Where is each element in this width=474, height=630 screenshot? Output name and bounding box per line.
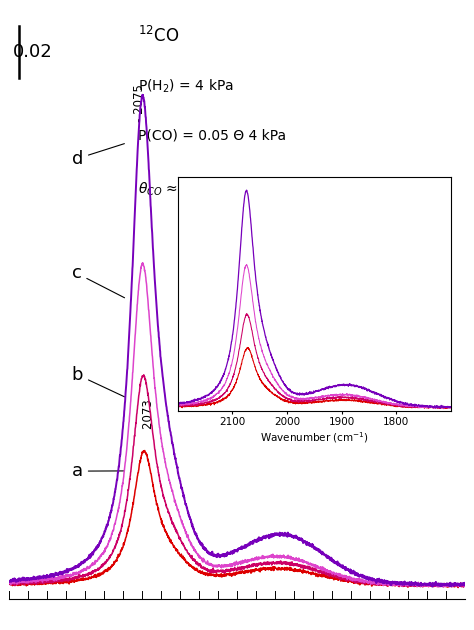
Text: P(H$_2$) = 4 kPa: P(H$_2$) = 4 kPa <box>138 77 234 94</box>
Text: c: c <box>72 264 125 298</box>
Text: $\theta_{CO}$ ≈ 0.27 Θ 0.67: $\theta_{CO}$ ≈ 0.27 Θ 0.67 <box>138 180 264 198</box>
Text: P(CO) = 0.05 Θ 4 kPa: P(CO) = 0.05 Θ 4 kPa <box>138 129 287 143</box>
Text: d: d <box>72 144 124 168</box>
Text: a: a <box>72 462 124 480</box>
Text: b: b <box>72 366 125 397</box>
Text: - 2075: - 2075 <box>133 84 146 122</box>
Text: 0.02: 0.02 <box>12 43 52 60</box>
Text: $^{12}$CO: $^{12}$CO <box>138 26 180 46</box>
Text: 2073 -: 2073 - <box>142 391 155 429</box>
